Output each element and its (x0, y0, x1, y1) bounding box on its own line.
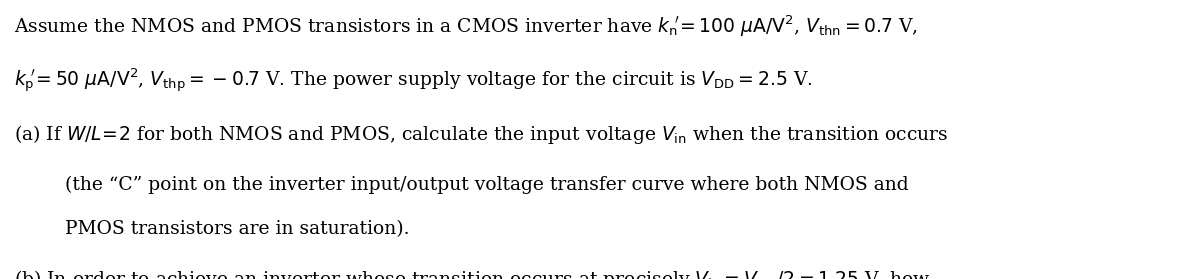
Text: Assume the NMOS and PMOS transistors in a CMOS inverter have $k_\mathrm{n}\!'\!=: Assume the NMOS and PMOS transistors in … (14, 14, 918, 40)
Text: (the “C” point on the inverter input/output voltage transfer curve where both NM: (the “C” point on the inverter input/out… (65, 175, 908, 194)
Text: $k_\mathrm{p}\!'\!= 50\ \mu\mathrm{A/V}^2$, $V_\mathrm{thp} = -0.7$ V. The power: $k_\mathrm{p}\!'\!= 50\ \mu\mathrm{A/V}^… (14, 67, 814, 95)
Text: (b) In order to achieve an inverter whose transition occurs at precisely $V_\mat: (b) In order to achieve an inverter whos… (14, 268, 931, 279)
Text: (a) If $\mathit{W/L}\!=\!2$ for both NMOS and PMOS, calculate the input voltage : (a) If $\mathit{W/L}\!=\!2$ for both NMO… (14, 122, 949, 146)
Text: PMOS transistors are in saturation).: PMOS transistors are in saturation). (65, 220, 409, 238)
